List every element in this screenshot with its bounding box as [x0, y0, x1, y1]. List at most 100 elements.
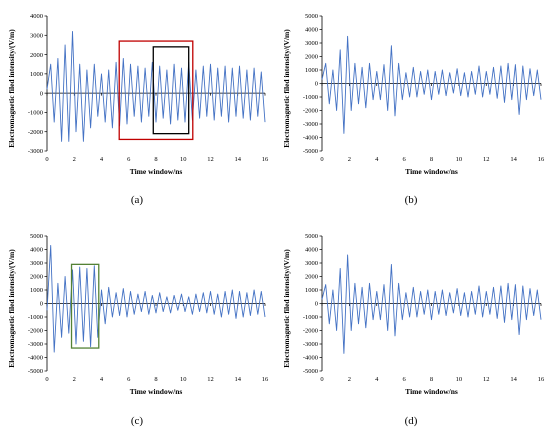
y-tick-label: -1000 — [28, 110, 43, 117]
x-tick-label: 4 — [100, 156, 104, 163]
y-tick-label: 4000 — [30, 247, 43, 254]
x-tick-label: 0 — [320, 376, 323, 383]
y-axis-label: Electromagnetic filed intensity/(V/m) — [7, 29, 16, 148]
y-tick-label: 0 — [40, 90, 43, 97]
y-tick-label: 4000 — [305, 27, 318, 34]
x-axis-label: Time window/ns — [405, 167, 458, 176]
x-tick-label: 2 — [73, 156, 76, 163]
y-tick-label: -5000 — [28, 368, 43, 375]
y-tick-label: -3000 — [303, 341, 318, 348]
x-tick-label: 8 — [154, 156, 157, 163]
chart-panel-1: -3000 -2000 -1000 0 1000 2000 3000 4000 0 2 4 6 8 10 1… — [7, 13, 269, 206]
highlight-box — [118, 40, 194, 141]
y-tick-label: 3000 — [305, 260, 318, 267]
y-tick-label: -1000 — [28, 314, 43, 321]
x-tick-label: 6 — [127, 376, 131, 383]
y-tick-label: 3000 — [30, 260, 43, 267]
y-tick-label: 1000 — [30, 71, 43, 78]
y-tick-label: -4000 — [303, 135, 318, 142]
y-tick-label: 3000 — [30, 32, 43, 39]
x-tick-label: 0 — [45, 376, 48, 383]
y-tick-label: -2000 — [303, 328, 318, 335]
x-tick-label: 12 — [207, 376, 214, 383]
panel-caption: (d) — [405, 415, 418, 427]
x-tick-label: 14 — [510, 156, 517, 163]
x-tick-label: 12 — [483, 156, 490, 163]
series-line — [321, 35, 542, 134]
y-tick-label: 1000 — [30, 287, 43, 294]
x-tick-label: 12 — [207, 156, 214, 163]
y-tick-label: -2000 — [303, 108, 318, 115]
x-tick-label: 12 — [483, 376, 490, 383]
y-tick-label: -3000 — [303, 121, 318, 128]
x-axis-label: Time window/ns — [130, 387, 183, 396]
x-tick-label: 10 — [456, 156, 463, 163]
x-tick-label: 14 — [510, 376, 517, 383]
series-line — [321, 254, 542, 354]
x-tick-label: 16 — [262, 156, 269, 163]
y-tick-label: 2000 — [30, 52, 43, 59]
y-tick-label: -3000 — [28, 148, 43, 155]
x-tick-label: 10 — [456, 376, 463, 383]
y-tick-label: 1000 — [305, 67, 318, 74]
y-tick-label: 2000 — [30, 274, 43, 281]
x-tick-label: 4 — [375, 156, 379, 163]
y-tick-label: -2000 — [28, 129, 43, 136]
y-tick-label: 2000 — [305, 274, 318, 281]
highlight-box — [70, 263, 100, 349]
x-axis-label: Time window/ns — [130, 167, 183, 176]
x-tick-label: 16 — [538, 156, 545, 163]
y-tick-label: -1000 — [303, 94, 318, 101]
x-tick-label: 16 — [538, 376, 545, 383]
y-tick-label: -1000 — [303, 314, 318, 321]
x-tick-label: 10 — [180, 376, 187, 383]
y-axis-label: Electromagnetic filed intensity/(V/m) — [282, 29, 291, 148]
x-tick-label: 8 — [430, 376, 433, 383]
y-tick-label: -2000 — [28, 328, 43, 335]
x-tick-label: 2 — [348, 156, 351, 163]
x-tick-label: 8 — [430, 156, 433, 163]
x-tick-label: 6 — [403, 376, 407, 383]
y-tick-label: 2000 — [305, 54, 318, 61]
panel-caption: (c) — [131, 415, 144, 427]
x-tick-label: 14 — [235, 376, 242, 383]
x-tick-label: 16 — [262, 376, 269, 383]
y-tick-label: 0 — [315, 81, 318, 88]
y-tick-label: -4000 — [303, 355, 318, 362]
y-tick-label: 5000 — [30, 233, 43, 240]
y-axis-label: Electromagnetic filed intensity/(V/m) — [282, 249, 291, 368]
chart-panel-4: -5000-4000-3000-2000-1000010002000300040… — [282, 233, 545, 427]
x-tick-label: 6 — [403, 156, 407, 163]
y-tick-label: 4000 — [305, 247, 318, 254]
x-axis-label: Time window/ns — [405, 387, 458, 396]
series-line — [46, 244, 266, 353]
x-tick-label: 2 — [348, 376, 351, 383]
y-tick-label: -3000 — [28, 341, 43, 348]
x-tick-label: 14 — [235, 156, 242, 163]
y-tick-label: -4000 — [28, 355, 43, 362]
x-tick-label: 0 — [45, 156, 48, 163]
x-tick-label: 8 — [154, 376, 157, 383]
y-tick-label: 0 — [40, 301, 43, 308]
x-tick-label: 0 — [320, 156, 323, 163]
panel-caption: (b) — [405, 194, 418, 206]
x-tick-label: 4 — [100, 376, 104, 383]
y-tick-label: 0 — [315, 301, 318, 308]
y-axis-label: Electromagnetic filed intensity/(V/m) — [7, 249, 16, 368]
highlight-box — [152, 46, 190, 135]
y-tick-label: 5000 — [305, 13, 318, 20]
chart-panel-3: -5000-4000-3000-2000-1000010002000300040… — [7, 233, 269, 427]
y-tick-label: 1000 — [305, 287, 318, 294]
y-tick-label: 5000 — [305, 233, 318, 240]
y-tick-label: -5000 — [303, 148, 318, 155]
x-tick-label: 10 — [180, 156, 187, 163]
x-tick-label: 4 — [375, 376, 379, 383]
panel-caption: (a) — [131, 194, 144, 206]
y-tick-label: 4000 — [30, 13, 43, 20]
series-line — [46, 30, 266, 142]
y-tick-label: -5000 — [303, 368, 318, 375]
y-tick-label: 3000 — [305, 40, 318, 47]
x-tick-label: 6 — [127, 156, 131, 163]
